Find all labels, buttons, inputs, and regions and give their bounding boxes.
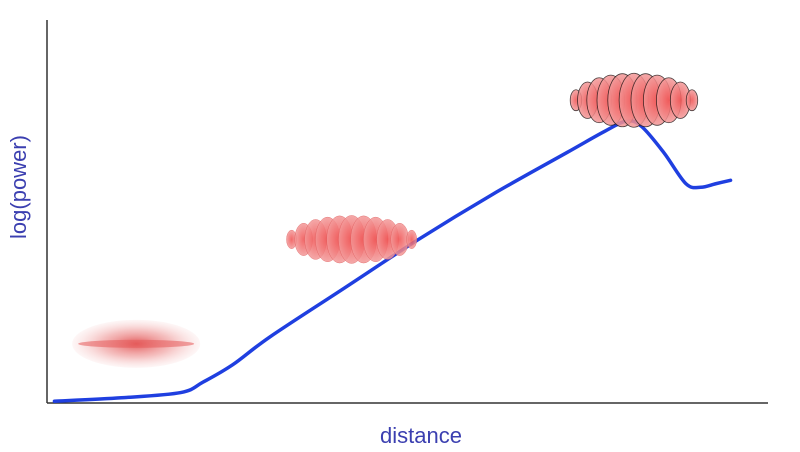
y-axis-title: log(power) [6, 135, 31, 239]
x-axis-title: distance [380, 423, 462, 448]
series-layer [52, 119, 733, 404]
series-line-0 [52, 119, 733, 404]
striped-red-ellipse-icon [286, 215, 417, 264]
annotation-layer [72, 72, 699, 368]
diffuse-red-ellipse-icon [72, 319, 201, 368]
outlined-striped-red-ellipse-icon [569, 72, 699, 128]
